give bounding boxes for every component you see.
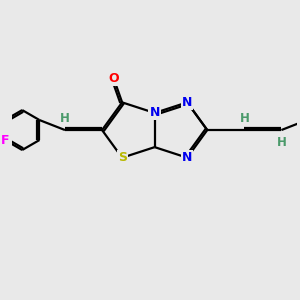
Text: H: H <box>60 112 70 124</box>
Text: F: F <box>1 134 9 146</box>
Text: N: N <box>149 106 160 119</box>
Text: N: N <box>182 96 192 109</box>
Text: H: H <box>277 136 286 148</box>
Text: H: H <box>239 112 249 124</box>
Text: N: N <box>182 151 192 164</box>
Text: S: S <box>118 151 127 164</box>
Text: O: O <box>108 72 119 85</box>
